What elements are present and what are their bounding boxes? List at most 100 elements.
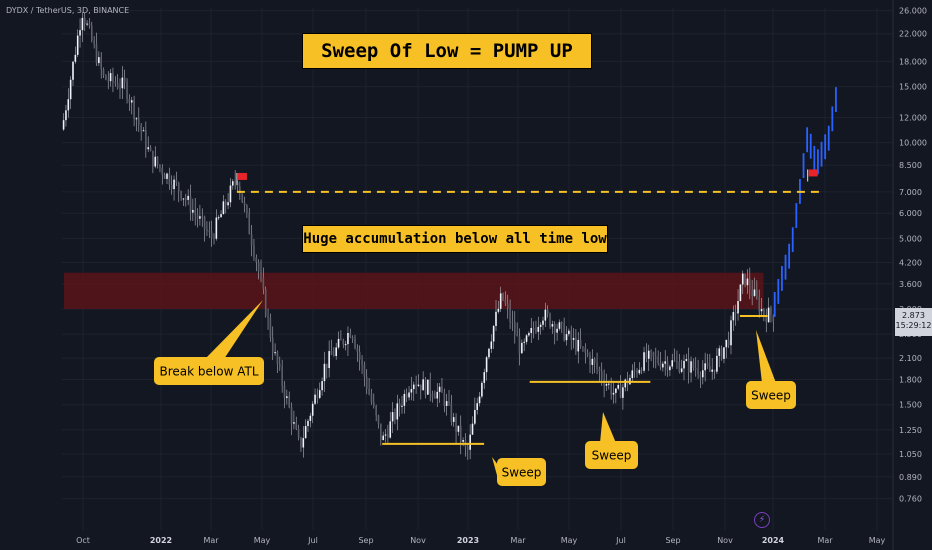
candle-body — [269, 317, 272, 338]
candle-body — [307, 420, 309, 427]
candle-body — [149, 147, 152, 151]
candle-body — [556, 328, 558, 333]
y-tick-label: 1.050 — [899, 450, 922, 459]
candle-body — [615, 388, 617, 393]
candle-body — [455, 417, 457, 432]
candle-body — [532, 327, 535, 330]
candle-body — [304, 426, 307, 439]
candle-body — [666, 361, 669, 371]
y-tick-label: 18.000 — [899, 57, 927, 66]
projection-bar — [806, 127, 809, 153]
candle-body — [765, 315, 768, 323]
candle-body — [415, 384, 417, 387]
candle-body — [377, 415, 380, 424]
candle-body — [288, 396, 290, 408]
candle-body — [417, 384, 420, 387]
candle-body — [318, 390, 321, 398]
candle-body — [438, 386, 441, 392]
candle-body — [142, 130, 145, 132]
candle-body — [297, 429, 300, 438]
candle-body — [539, 324, 542, 327]
candle-body — [363, 364, 366, 377]
candle-body — [763, 309, 765, 316]
candle-body — [462, 440, 464, 442]
candle-body — [192, 209, 194, 213]
y-tick-label: 1.500 — [899, 401, 922, 410]
candle-body — [579, 339, 582, 347]
candle-body — [676, 360, 678, 362]
projection-bar — [824, 134, 827, 160]
candle-body — [624, 379, 627, 388]
y-axis: 26.000 22.000 18.000 15.000 12.000 10.000 8.50… — [899, 7, 927, 504]
candle-body — [459, 425, 462, 442]
x-tick-label: Nov — [410, 536, 426, 545]
candle-body — [518, 336, 521, 354]
candle-body — [347, 332, 349, 345]
candle-body — [130, 100, 133, 103]
candle-body — [412, 384, 415, 390]
candle-body — [309, 415, 312, 421]
x-tick-label: May — [561, 536, 578, 545]
lightning-icon[interactable]: ⚡ — [754, 512, 770, 528]
candle-body — [631, 370, 634, 379]
candle-body — [506, 303, 509, 308]
candle-body — [647, 350, 650, 359]
callout-pointer — [600, 412, 616, 443]
candle-body — [716, 355, 718, 372]
candle-body — [671, 360, 674, 367]
candle-body — [725, 339, 728, 348]
candle-body — [553, 324, 556, 333]
candle-body — [105, 75, 107, 80]
projection-bar — [831, 106, 834, 132]
candle-body — [685, 359, 688, 361]
candle-body — [365, 376, 368, 389]
candle-body — [502, 293, 504, 300]
candle-body — [283, 385, 286, 398]
candle-body — [239, 186, 241, 194]
candle-body — [100, 57, 102, 70]
candle-body — [678, 361, 681, 372]
candle-body — [450, 403, 453, 422]
candle-body — [694, 367, 697, 370]
candle-body — [420, 384, 422, 391]
candle-body — [657, 357, 659, 363]
candle-body — [739, 284, 742, 302]
candle-body — [692, 361, 695, 368]
candle-body — [751, 290, 753, 296]
callout-label: Sweep — [502, 465, 542, 479]
candle-body — [196, 214, 199, 219]
candle-body — [702, 370, 704, 378]
candle-body — [758, 296, 760, 312]
candle-body — [253, 245, 255, 258]
candle-body — [511, 321, 514, 323]
candle-body — [232, 181, 234, 186]
x-tick-label: Jul — [615, 536, 626, 545]
candle-body — [485, 357, 488, 373]
y-tick-label: 7.000 — [899, 188, 922, 197]
candle-body — [535, 329, 537, 332]
candle-body — [483, 372, 486, 383]
candle-body — [680, 368, 683, 372]
candle-body — [436, 391, 439, 399]
callout-pointer — [492, 457, 498, 479]
candle-body — [213, 237, 215, 239]
candle-body — [93, 40, 95, 45]
candle-body — [544, 309, 547, 321]
candle-body — [481, 382, 483, 397]
candle-body — [445, 401, 448, 406]
candle-body — [727, 339, 730, 346]
candle-body — [546, 309, 549, 314]
candle-body — [478, 396, 481, 404]
candle-body — [199, 216, 201, 219]
price-tag: 2.873 15:29:12 — [895, 308, 932, 336]
candle-body — [723, 347, 725, 359]
x-tick-label: Sep — [358, 536, 373, 545]
x-tick-label: 2024 — [762, 536, 785, 545]
candle-body — [772, 315, 775, 322]
candle-body — [652, 352, 655, 357]
candle-body — [568, 330, 570, 335]
candle-body — [443, 392, 446, 406]
y-tick-label: 15.000 — [899, 83, 927, 92]
candle-body — [610, 383, 612, 395]
